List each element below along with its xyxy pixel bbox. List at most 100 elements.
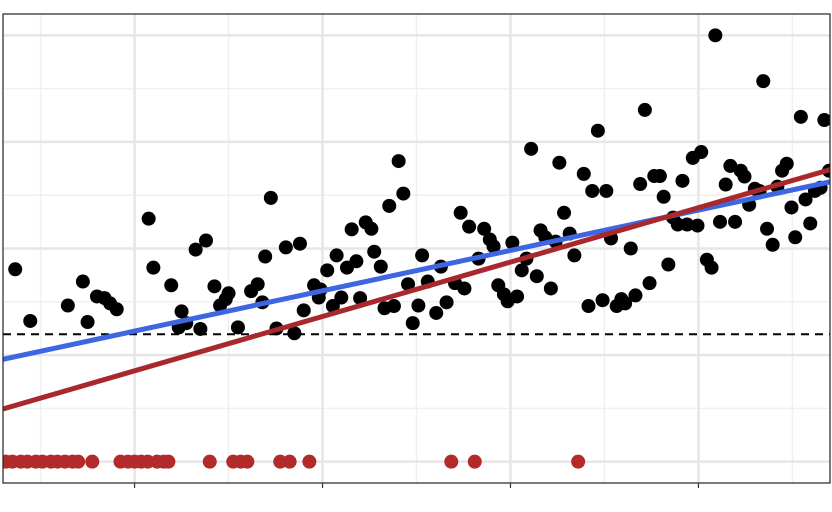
point [713, 214, 728, 229]
point [161, 454, 176, 469]
point [567, 248, 582, 263]
point [367, 244, 382, 259]
point [60, 298, 75, 313]
point [174, 304, 189, 319]
point [240, 454, 255, 469]
point [80, 315, 95, 330]
point [207, 279, 222, 294]
point [505, 235, 520, 250]
point [296, 303, 311, 318]
point [595, 293, 610, 308]
point [391, 154, 406, 169]
point [704, 260, 719, 275]
point [571, 454, 586, 469]
point [690, 218, 705, 233]
point [510, 289, 525, 304]
point [302, 454, 317, 469]
point [23, 313, 38, 328]
point [258, 249, 273, 264]
point [784, 200, 799, 215]
point [287, 326, 302, 341]
point [765, 237, 780, 252]
point [373, 259, 388, 274]
point [71, 454, 86, 469]
point [382, 198, 397, 213]
point [637, 102, 652, 117]
point [817, 113, 830, 128]
point [529, 269, 544, 284]
point [652, 169, 667, 184]
point [633, 177, 648, 192]
point [803, 216, 818, 231]
point [164, 278, 179, 293]
point [429, 305, 444, 320]
fit-line [3, 167, 830, 412]
point [599, 183, 614, 198]
point [760, 221, 775, 236]
point [198, 233, 213, 248]
point [85, 454, 100, 469]
point [462, 219, 477, 234]
point [788, 230, 803, 245]
point [453, 205, 468, 220]
point [524, 141, 539, 156]
point [439, 295, 454, 310]
point [467, 454, 482, 469]
point [292, 236, 307, 251]
point [618, 296, 633, 311]
point [320, 263, 335, 278]
point [514, 263, 529, 278]
point [628, 288, 643, 303]
point [457, 281, 472, 296]
point [353, 291, 368, 306]
point [543, 281, 558, 296]
point [576, 166, 591, 181]
point [718, 177, 733, 192]
point [109, 302, 124, 317]
point [386, 299, 401, 314]
point [282, 454, 297, 469]
point [708, 28, 723, 43]
point [552, 155, 567, 170]
x-axis [133, 483, 700, 488]
point [793, 109, 808, 124]
point [411, 298, 426, 313]
grid [3, 14, 830, 483]
point [585, 183, 600, 198]
point [230, 320, 245, 335]
point [344, 222, 359, 237]
point [329, 248, 344, 263]
point [756, 74, 771, 89]
plot-area [3, 28, 830, 469]
point [146, 260, 161, 275]
point [675, 173, 690, 188]
point [396, 186, 411, 201]
point [486, 239, 501, 254]
point [737, 169, 752, 184]
point [334, 290, 349, 305]
point [779, 156, 794, 171]
point [75, 274, 90, 289]
point [8, 262, 23, 277]
point [278, 240, 293, 255]
point [349, 254, 364, 269]
point [405, 316, 420, 331]
point [656, 189, 671, 204]
point [590, 123, 605, 138]
point [694, 145, 709, 160]
point [581, 299, 596, 314]
point [193, 321, 208, 336]
point [557, 205, 572, 220]
point [141, 211, 156, 226]
point [680, 217, 695, 232]
point [798, 192, 813, 207]
point [477, 221, 492, 236]
point [188, 242, 203, 257]
point [642, 276, 657, 291]
point [325, 299, 340, 314]
point [623, 241, 638, 256]
point [263, 190, 278, 205]
point [364, 221, 379, 236]
point [415, 248, 430, 263]
